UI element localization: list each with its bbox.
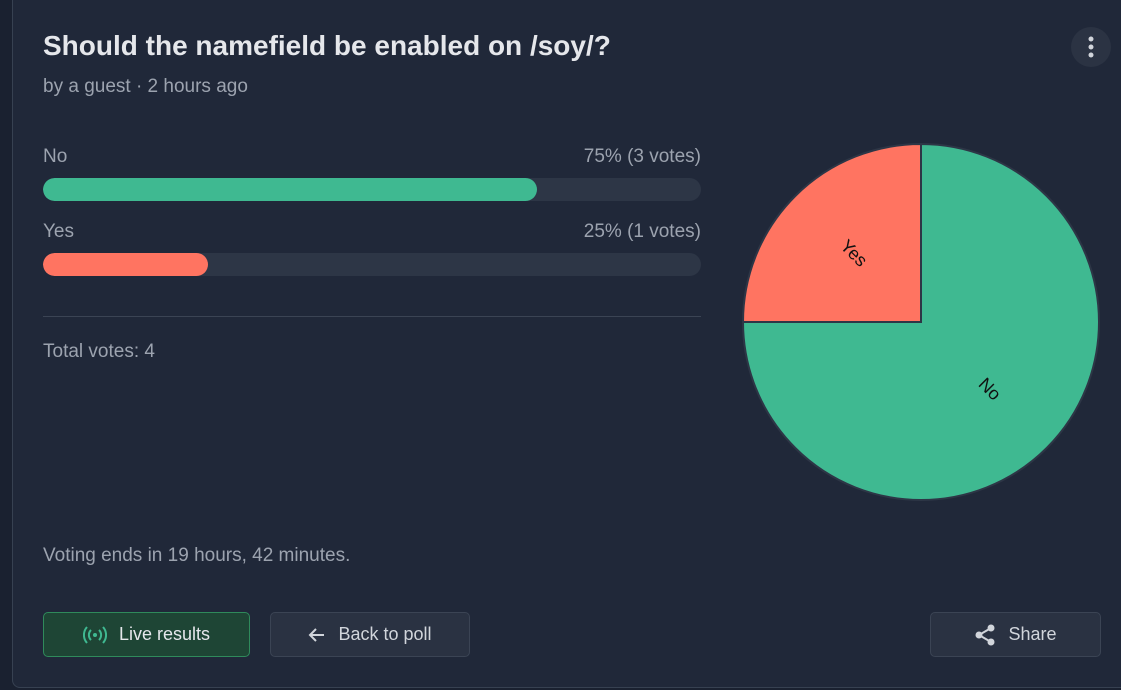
share-button[interactable]: Share bbox=[930, 612, 1101, 657]
menu-icon bbox=[1088, 36, 1094, 58]
menu-button[interactable] bbox=[1071, 27, 1111, 67]
pie-slice bbox=[741, 142, 922, 323]
option-result: 75% (3 votes) bbox=[583, 146, 701, 167]
pie-slice bbox=[741, 142, 1100, 501]
bar bbox=[43, 178, 537, 201]
bar bbox=[43, 253, 208, 276]
byline: by a guest · 2 hours ago bbox=[43, 76, 248, 97]
bar-track bbox=[43, 178, 701, 201]
live-icon bbox=[82, 625, 107, 644]
bar-track bbox=[43, 253, 701, 276]
button-label: Live results bbox=[118, 624, 211, 644]
share-icon bbox=[975, 624, 995, 645]
voting-ends: Voting ends in 19 hours, 42 minutes. bbox=[43, 545, 351, 566]
button-label: Share bbox=[1008, 624, 1057, 644]
option-result: 25% (1 votes) bbox=[583, 221, 701, 242]
back-button[interactable]: Back to poll bbox=[270, 612, 470, 657]
live-results-button[interactable]: Live results bbox=[43, 612, 250, 657]
arrow-icon bbox=[309, 627, 325, 642]
divider bbox=[43, 316, 701, 317]
total-votes: Total votes: 4 bbox=[43, 341, 155, 362]
option-label: Yes bbox=[43, 221, 74, 242]
button-label: Back to poll bbox=[338, 624, 432, 644]
option-label: No bbox=[43, 146, 68, 167]
poll-title: Should the namefield be enabled on /soy/… bbox=[43, 30, 611, 61]
